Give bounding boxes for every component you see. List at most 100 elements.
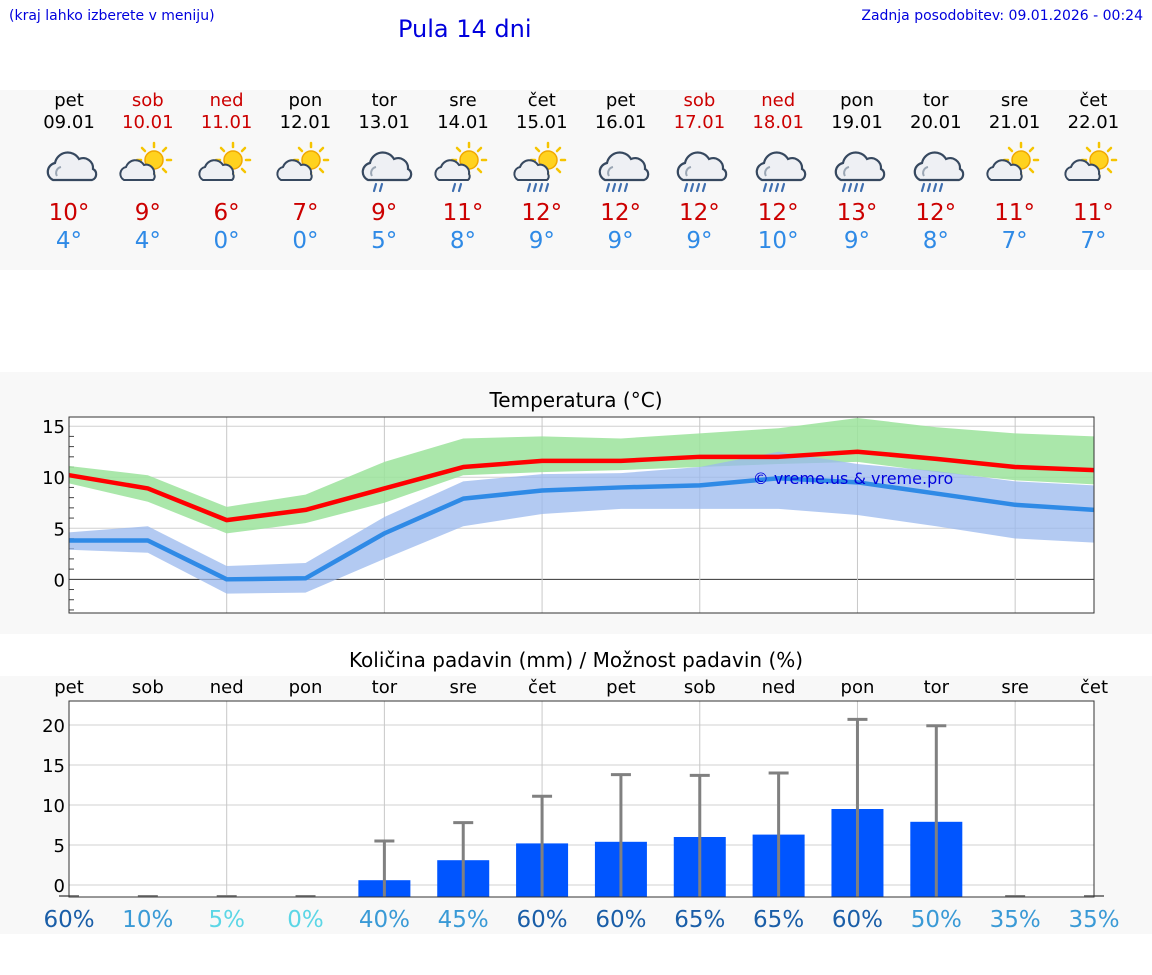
precip-probability: 10% bbox=[122, 907, 173, 933]
max-temp: 12° bbox=[679, 200, 720, 226]
day-name: pet bbox=[605, 90, 636, 111]
day-label: sre bbox=[1001, 677, 1028, 698]
watermark: © vreme.us & vreme.pro bbox=[753, 469, 954, 488]
y-tick-label: 5 bbox=[54, 836, 65, 857]
precip-probability: 65% bbox=[753, 907, 804, 933]
max-temp: 12° bbox=[757, 200, 799, 226]
day-name: čet bbox=[527, 90, 556, 111]
y-tick-label: 10 bbox=[42, 468, 65, 489]
precip-probability: 0% bbox=[287, 907, 324, 933]
day-label: sre bbox=[449, 677, 476, 698]
day-name: ned bbox=[209, 90, 244, 111]
precip-probability: 40% bbox=[359, 907, 410, 933]
temperature-chart: 0 5 10 15 © vreme.us & vreme.pro bbox=[42, 416, 1095, 614]
day-label: pon bbox=[841, 677, 875, 698]
precip-probability: 35% bbox=[1068, 907, 1119, 933]
day-date: 14.01 bbox=[437, 112, 489, 133]
day-name: tor bbox=[371, 90, 397, 111]
day-label: pon bbox=[289, 677, 323, 698]
max-temp: 11° bbox=[1073, 200, 1114, 226]
y-tick-label: 10 bbox=[42, 796, 65, 817]
day-date: 17.01 bbox=[673, 112, 726, 133]
day-label: čet bbox=[1080, 677, 1108, 698]
partly-sunny-icon bbox=[197, 141, 251, 181]
day-label: tor bbox=[924, 677, 950, 698]
day-date: 21.01 bbox=[988, 112, 1041, 133]
sun-rain-icon bbox=[513, 141, 567, 193]
day-name: sob bbox=[683, 90, 716, 111]
day-date: 22.01 bbox=[1067, 112, 1120, 133]
cloudy-icon bbox=[46, 151, 98, 182]
partly-sunny-icon bbox=[276, 141, 330, 181]
day-date: 16.01 bbox=[594, 112, 647, 133]
temperature-chart-title: Temperatura (°C) bbox=[489, 388, 663, 412]
plot-frame bbox=[68, 416, 1095, 614]
day-date: 20.01 bbox=[910, 112, 962, 133]
min-temp: 5° bbox=[371, 228, 398, 254]
day-label: sob bbox=[132, 677, 164, 698]
min-temp: 8° bbox=[922, 228, 949, 254]
precip-probability: 60% bbox=[595, 907, 646, 933]
precipitation-chart-title: Količina padavin (mm) / Možnost padavin … bbox=[348, 648, 804, 672]
day-label: pet bbox=[54, 677, 84, 698]
min-temp: 10° bbox=[757, 228, 799, 254]
precip-probability: 45% bbox=[438, 907, 489, 933]
page-title: Pula 14 dni bbox=[398, 15, 532, 43]
min-temp: 0° bbox=[213, 228, 240, 254]
region-hint[interactable]: (kraj lahko izberete v meniju) bbox=[9, 8, 215, 24]
precip-probability: 50% bbox=[911, 907, 962, 933]
precip-probability: 5% bbox=[208, 907, 245, 933]
y-tick-label: 20 bbox=[42, 716, 65, 737]
day-date: 10.01 bbox=[122, 112, 174, 133]
min-temp: 8° bbox=[449, 228, 477, 254]
plot-frame bbox=[68, 700, 1095, 898]
partly-sunny-icon bbox=[119, 141, 173, 181]
max-temp: 9° bbox=[371, 200, 398, 226]
day-label: ned bbox=[210, 677, 244, 698]
rain-icon bbox=[834, 151, 886, 193]
max-temp: 6° bbox=[213, 200, 240, 226]
y-tick-label: 0 bbox=[54, 876, 65, 897]
min-temp: 4° bbox=[134, 228, 161, 254]
min-temp: 9° bbox=[686, 228, 713, 254]
min-temp: 9° bbox=[843, 228, 871, 254]
min-temp: 4° bbox=[55, 228, 83, 254]
last-update: Zadnja posodobitev: 09.01.2026 - 00:24 bbox=[861, 8, 1143, 24]
partly-sunny-icon bbox=[1064, 141, 1118, 181]
rain-icon bbox=[598, 151, 649, 193]
y-tick-label: 15 bbox=[42, 756, 65, 777]
min-temp: 0° bbox=[292, 228, 319, 254]
day-name: čet bbox=[1079, 90, 1108, 111]
precip-probability: 60% bbox=[43, 907, 94, 933]
day-label: ned bbox=[762, 677, 796, 698]
max-temp: 9° bbox=[134, 200, 161, 226]
day-label: sob bbox=[684, 677, 716, 698]
min-temp-range-band bbox=[69, 451, 1094, 594]
day-date: 09.01 bbox=[43, 112, 95, 133]
rain-icon bbox=[755, 151, 807, 193]
max-temp-line bbox=[68, 449, 1095, 523]
day-name: tor bbox=[923, 90, 949, 111]
min-temp-line bbox=[69, 476, 1095, 582]
precipitation-chart: pet sob ned pon tor sre čet pet sob ned pon tor sre č… bbox=[42, 677, 1119, 933]
rain-icon bbox=[913, 151, 965, 193]
day-date: 12.01 bbox=[279, 112, 332, 133]
day-date: 13.01 bbox=[358, 112, 410, 133]
y-tick-label: 5 bbox=[54, 519, 65, 540]
sun-showers-icon bbox=[434, 141, 488, 193]
day-label: pet bbox=[606, 677, 636, 698]
max-temp: 10° bbox=[48, 200, 90, 226]
day-name: sre bbox=[449, 90, 477, 111]
min-temp: 7° bbox=[1001, 228, 1028, 254]
day-date: 19.01 bbox=[831, 112, 883, 133]
min-temp: 7° bbox=[1080, 228, 1107, 254]
rain-icon bbox=[677, 151, 728, 193]
min-temp: 9° bbox=[528, 228, 555, 254]
precip-probability: 65% bbox=[674, 907, 725, 933]
max-temp: 13° bbox=[836, 200, 878, 226]
day-date: 18.01 bbox=[752, 112, 804, 133]
max-temp: 12° bbox=[915, 200, 957, 226]
max-temp: 12° bbox=[521, 200, 563, 226]
max-temp: 11° bbox=[994, 200, 1035, 226]
precip-probability: 35% bbox=[990, 907, 1041, 933]
